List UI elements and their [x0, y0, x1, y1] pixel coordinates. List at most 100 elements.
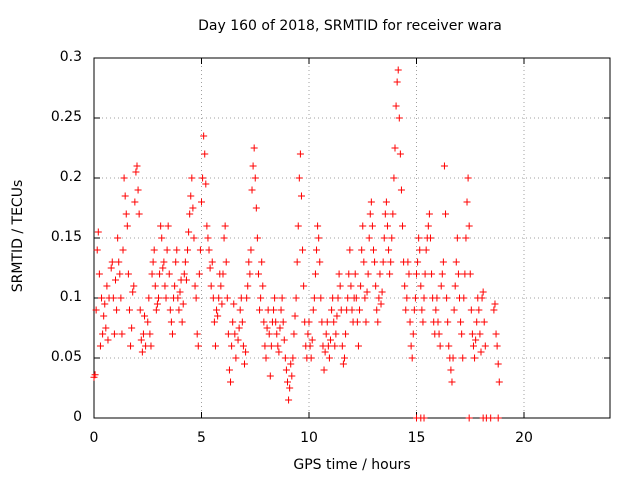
- data-point: [118, 330, 126, 338]
- data-point: [147, 342, 155, 350]
- data-point: [310, 294, 318, 302]
- data-point: [352, 294, 360, 302]
- data-point: [465, 414, 473, 422]
- data-point: [419, 318, 427, 326]
- data-point: [108, 258, 116, 266]
- data-point: [381, 210, 389, 218]
- data-point: [362, 318, 370, 326]
- data-point: [364, 270, 372, 278]
- data-point: [248, 186, 256, 194]
- data-point: [334, 294, 342, 302]
- data-point: [444, 318, 452, 326]
- data-point: [351, 270, 359, 278]
- data-point: [176, 288, 184, 296]
- data-point: [274, 342, 282, 350]
- data-point: [267, 342, 275, 350]
- data-point: [130, 282, 138, 290]
- data-point: [495, 378, 503, 386]
- x-tick-label: 0: [89, 430, 99, 446]
- data-point: [468, 330, 476, 338]
- data-point: [342, 330, 350, 338]
- data-point: [145, 294, 153, 302]
- data-point: [300, 282, 308, 290]
- data-point: [487, 414, 495, 422]
- data-point: [159, 264, 167, 272]
- data-point: [127, 342, 135, 350]
- data-point: [358, 246, 366, 254]
- data-point: [375, 294, 383, 302]
- y-tick-label: 0.2: [59, 169, 82, 185]
- data-point: [451, 282, 459, 290]
- data-point: [347, 282, 355, 290]
- data-point: [185, 228, 193, 236]
- data-point: [276, 324, 284, 332]
- data-point: [432, 306, 440, 314]
- data-point: [166, 306, 174, 314]
- data-point: [96, 342, 104, 350]
- data-point: [135, 210, 143, 218]
- data-point: [457, 318, 465, 326]
- data-point: [243, 294, 251, 302]
- plot-frame: [93, 57, 611, 419]
- data-point: [313, 246, 321, 254]
- data-point: [219, 270, 227, 278]
- data-point: [317, 294, 325, 302]
- data-point: [403, 294, 411, 302]
- data-point: [286, 384, 294, 392]
- data-point: [139, 330, 147, 338]
- data-point: [289, 354, 297, 362]
- data-point: [402, 306, 410, 314]
- data-point: [475, 306, 483, 314]
- data-point: [356, 306, 364, 314]
- data-point: [479, 288, 487, 296]
- data-point: [330, 318, 338, 326]
- data-point: [204, 234, 212, 242]
- data-point: [242, 348, 250, 356]
- data-point: [494, 360, 502, 368]
- data-point: [198, 198, 205, 206]
- data-point: [368, 222, 376, 230]
- data-point: [186, 210, 194, 218]
- data-point: [129, 288, 137, 296]
- data-point: [101, 300, 109, 308]
- data-point: [161, 282, 169, 290]
- data-point: [149, 258, 157, 266]
- data-point: [231, 330, 239, 338]
- data-point: [193, 330, 201, 338]
- data-point: [115, 258, 123, 266]
- data-point: [477, 348, 485, 356]
- data-point: [208, 258, 216, 266]
- data-point: [335, 270, 343, 278]
- data-point: [370, 246, 377, 254]
- data-point: [256, 306, 264, 314]
- data-point: [371, 258, 379, 266]
- data-point: [173, 246, 181, 254]
- data-point: [311, 270, 319, 278]
- data-point: [445, 342, 453, 350]
- data-point: [192, 294, 200, 302]
- data-point: [160, 258, 168, 266]
- data-point: [247, 246, 255, 254]
- data-point: [225, 366, 233, 374]
- data-point: [282, 366, 290, 374]
- data-point: [322, 330, 330, 338]
- data-point: [281, 354, 289, 362]
- data-point: [190, 234, 198, 242]
- data-point: [372, 282, 380, 290]
- data-point: [295, 174, 303, 182]
- x-tick-label: 15: [407, 430, 426, 446]
- data-point: [290, 330, 298, 338]
- data-point: [116, 270, 124, 278]
- data-point: [315, 234, 323, 242]
- data-point: [98, 294, 106, 302]
- data-point: [112, 276, 119, 284]
- data-point: [392, 102, 400, 110]
- data-point: [438, 270, 446, 278]
- data-point: [174, 294, 182, 302]
- data-point: [95, 270, 103, 278]
- data-point: [114, 234, 122, 242]
- data-point: [462, 234, 470, 242]
- data-point: [442, 210, 450, 218]
- y-tick-label: 0.25: [50, 109, 82, 125]
- data-point: [254, 270, 262, 278]
